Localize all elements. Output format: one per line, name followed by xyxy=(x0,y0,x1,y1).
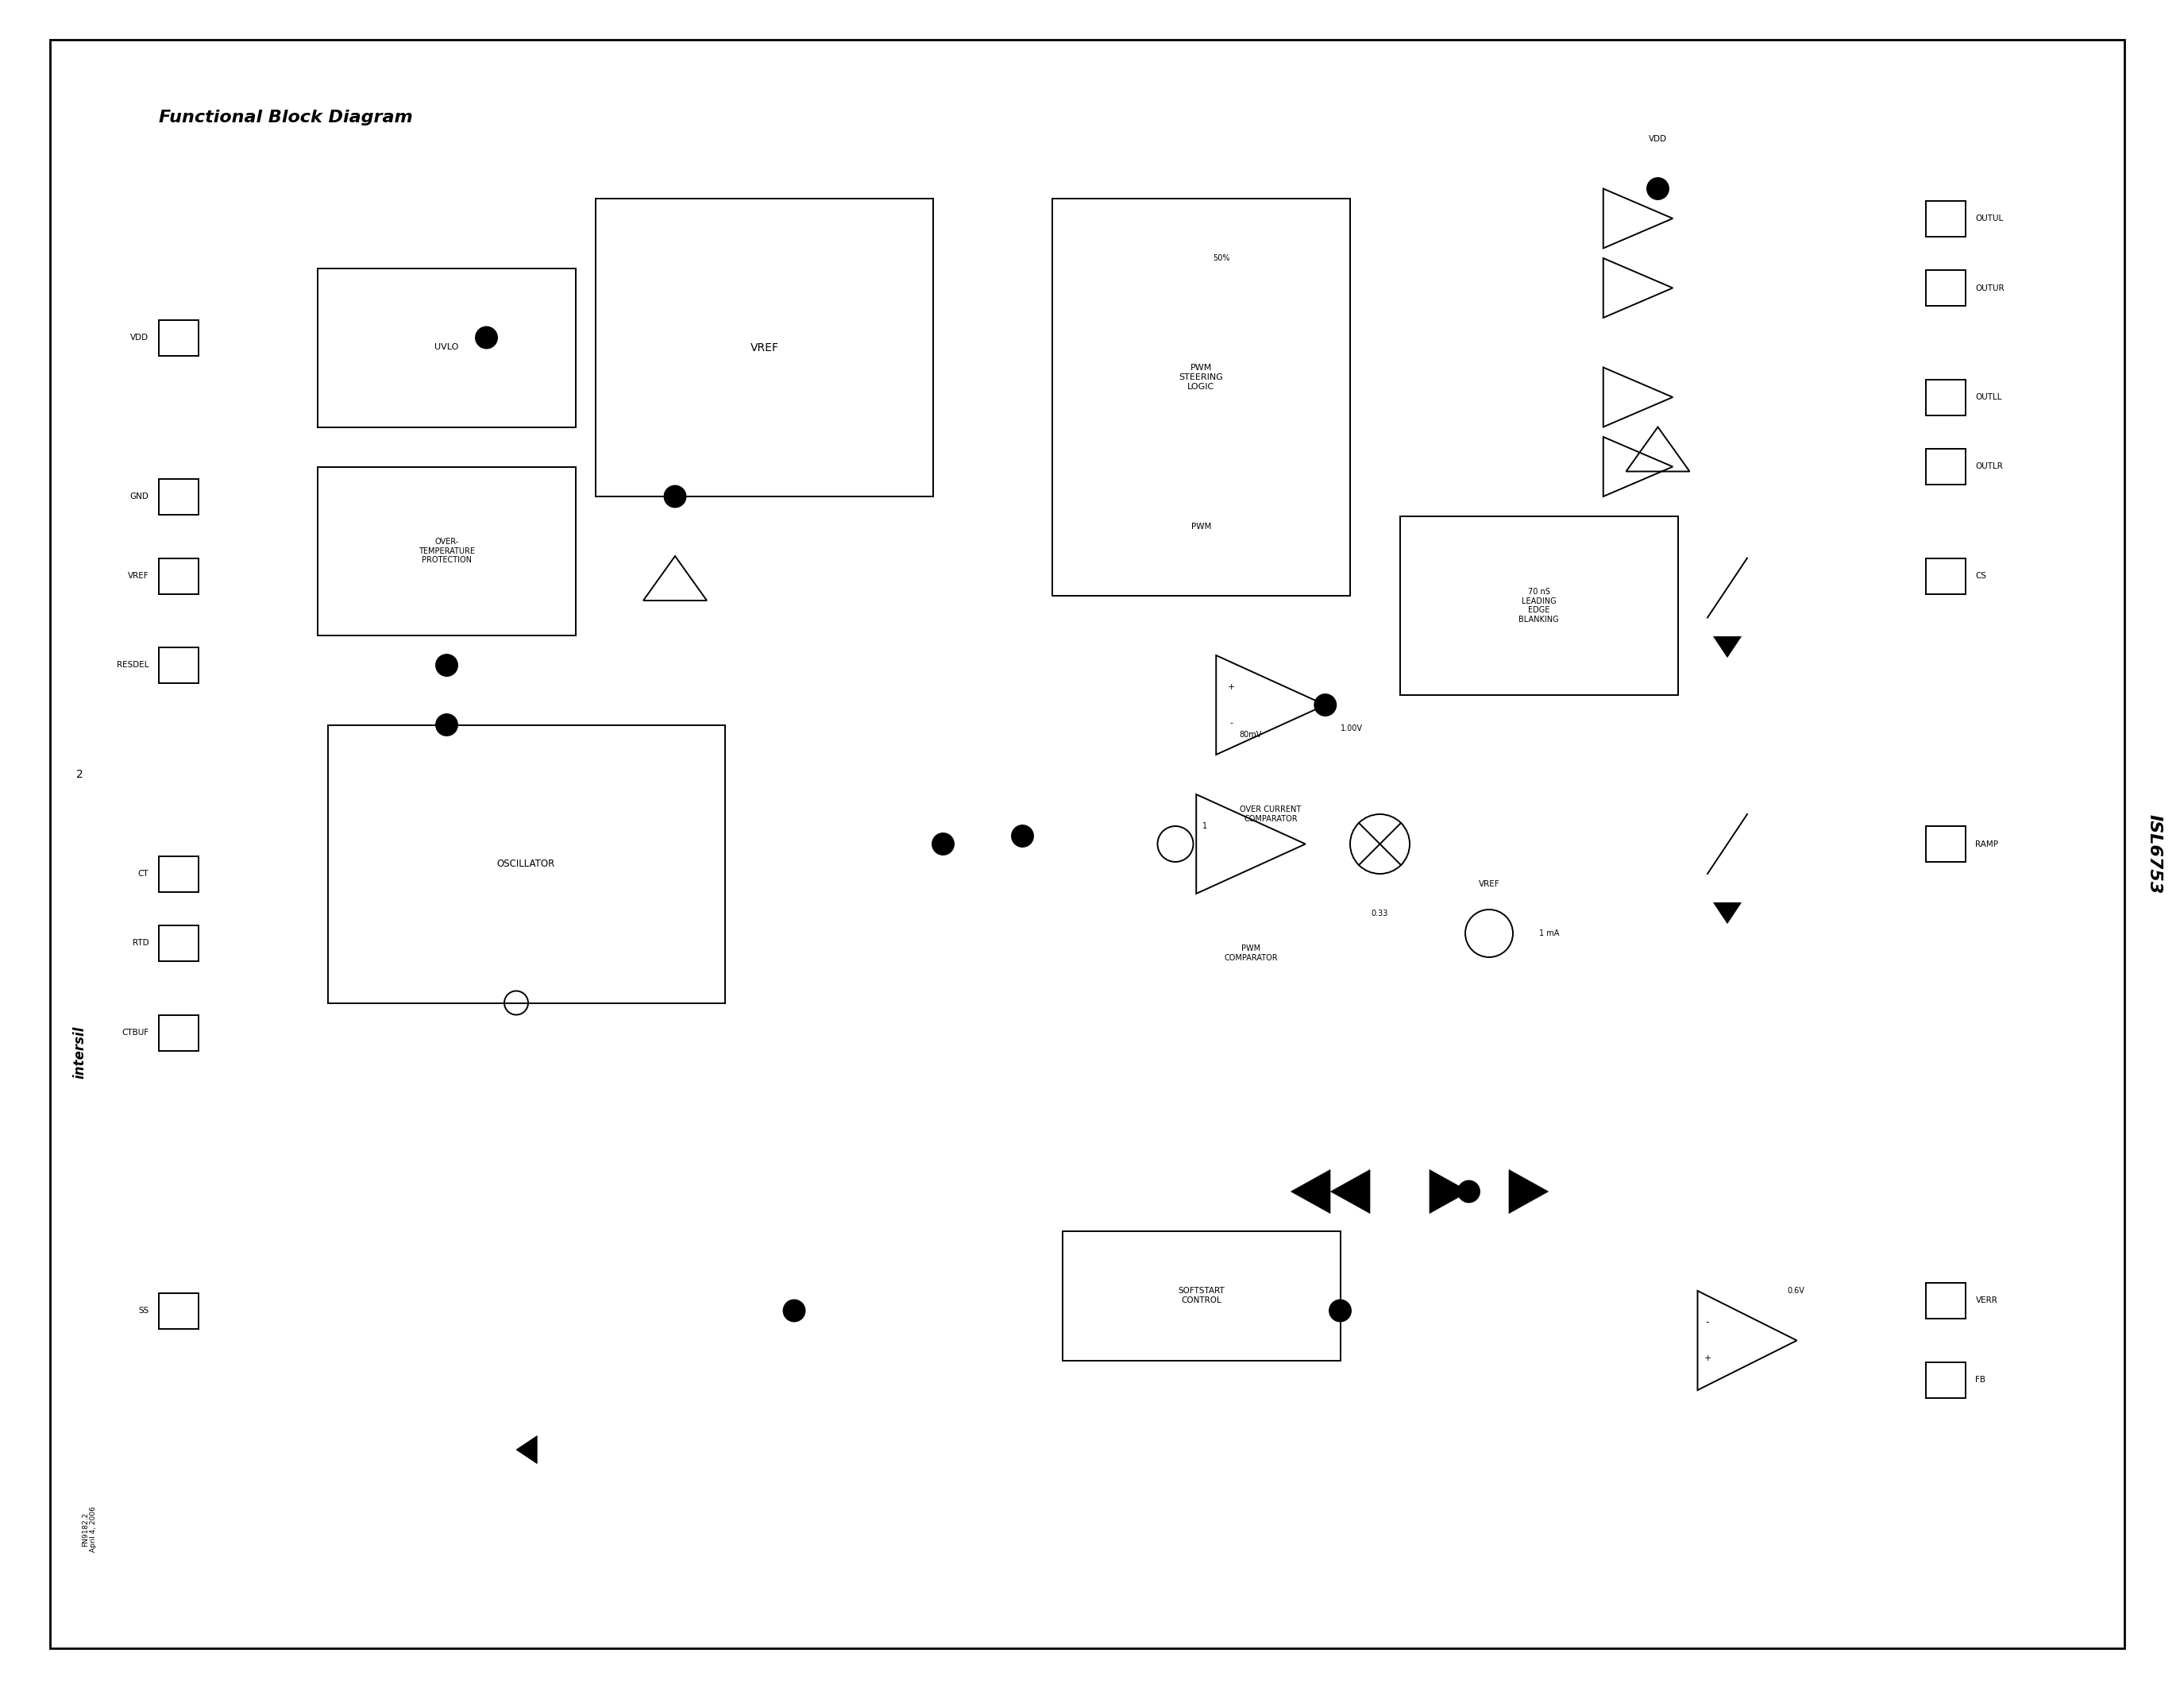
Text: -: - xyxy=(1230,719,1232,728)
Bar xyxy=(159,319,199,356)
Text: PWM: PWM xyxy=(1190,522,1212,530)
Text: OUTUR: OUTUR xyxy=(1977,284,2005,292)
Circle shape xyxy=(933,834,954,854)
Bar xyxy=(159,856,199,891)
Text: 2: 2 xyxy=(76,770,83,780)
Bar xyxy=(1926,449,1966,484)
Text: Functional Block Diagram: Functional Block Diagram xyxy=(159,110,413,125)
Text: OUTUL: OUTUL xyxy=(1977,214,2003,223)
Bar xyxy=(159,925,199,960)
Circle shape xyxy=(476,327,498,348)
Text: OUTLR: OUTLR xyxy=(1977,463,2003,471)
Bar xyxy=(317,268,577,427)
Bar xyxy=(1053,199,1350,596)
Text: VDD: VDD xyxy=(1649,135,1666,143)
Text: ISL6753: ISL6753 xyxy=(2147,814,2162,895)
Text: RTD: RTD xyxy=(133,939,149,947)
Polygon shape xyxy=(1509,1170,1548,1214)
Text: 0.6V: 0.6V xyxy=(1787,1286,1804,1295)
Bar xyxy=(1926,380,1966,415)
Text: 1.00V: 1.00V xyxy=(1341,724,1363,733)
Text: 80mV: 80mV xyxy=(1241,731,1262,739)
Text: 50%: 50% xyxy=(1212,255,1230,262)
Polygon shape xyxy=(1714,903,1741,923)
Text: 1 mA: 1 mA xyxy=(1540,930,1559,937)
Text: VREF: VREF xyxy=(1479,879,1500,888)
Text: OVER CURRENT
COMPARATOR: OVER CURRENT COMPARATOR xyxy=(1241,805,1302,822)
Bar xyxy=(159,648,199,684)
Text: +: + xyxy=(1704,1354,1712,1362)
Bar xyxy=(159,479,199,515)
Bar xyxy=(317,466,577,635)
Text: RAMP: RAMP xyxy=(1977,841,1998,847)
Text: UVLO: UVLO xyxy=(435,344,459,351)
Text: -: - xyxy=(1706,1317,1710,1328)
Bar xyxy=(159,559,199,594)
Circle shape xyxy=(1315,694,1337,716)
Text: VREF: VREF xyxy=(749,343,780,353)
Bar xyxy=(596,199,933,496)
Text: VERR: VERR xyxy=(1977,1296,1998,1305)
Bar xyxy=(1926,825,1966,863)
Text: FN9182.2
April 4, 2006: FN9182.2 April 4, 2006 xyxy=(81,1506,96,1553)
Polygon shape xyxy=(1330,1170,1369,1214)
Bar xyxy=(328,724,725,1003)
Circle shape xyxy=(1011,825,1033,847)
Text: CT: CT xyxy=(138,869,149,878)
Text: RESDEL: RESDEL xyxy=(116,662,149,668)
Text: VDD: VDD xyxy=(131,334,149,341)
Text: OUTLL: OUTLL xyxy=(1977,393,2003,402)
Polygon shape xyxy=(1714,636,1741,657)
Text: SOFTSTART
CONTROL: SOFTSTART CONTROL xyxy=(1177,1288,1225,1305)
Text: 70 nS
LEADING
EDGE
BLANKING: 70 nS LEADING EDGE BLANKING xyxy=(1518,587,1559,623)
Circle shape xyxy=(437,714,459,736)
Circle shape xyxy=(1330,1300,1352,1322)
Text: OSCILLATOR: OSCILLATOR xyxy=(498,859,555,869)
Bar xyxy=(159,1014,199,1050)
Bar xyxy=(159,1293,199,1328)
Text: 0.33: 0.33 xyxy=(1372,910,1389,918)
Circle shape xyxy=(1647,177,1669,199)
Bar xyxy=(1061,1231,1341,1361)
Polygon shape xyxy=(515,1436,537,1463)
Text: VREF: VREF xyxy=(127,572,149,581)
Text: CS: CS xyxy=(1977,572,1987,581)
Bar xyxy=(1926,201,1966,236)
Text: CTBUF: CTBUF xyxy=(122,1028,149,1036)
Text: GND: GND xyxy=(131,493,149,500)
Text: FB: FB xyxy=(1977,1376,1985,1384)
Text: SS: SS xyxy=(138,1307,149,1315)
Bar xyxy=(1926,559,1966,594)
Circle shape xyxy=(437,655,459,677)
Text: 1: 1 xyxy=(1203,822,1208,830)
Bar xyxy=(1400,517,1677,695)
Text: OVER-
TEMPERATURE
PROTECTION: OVER- TEMPERATURE PROTECTION xyxy=(419,538,474,564)
Circle shape xyxy=(784,1300,806,1322)
Polygon shape xyxy=(1291,1170,1330,1214)
Bar xyxy=(1926,1283,1966,1318)
Bar xyxy=(1926,270,1966,306)
Bar xyxy=(1926,1362,1966,1398)
Text: +: + xyxy=(1227,684,1234,690)
Circle shape xyxy=(664,486,686,508)
Polygon shape xyxy=(1431,1170,1470,1214)
Text: intersil: intersil xyxy=(72,1026,87,1079)
Circle shape xyxy=(1459,1180,1481,1202)
Text: PWM
COMPARATOR: PWM COMPARATOR xyxy=(1223,945,1278,962)
Text: PWM
STEERING
LOGIC: PWM STEERING LOGIC xyxy=(1179,365,1223,390)
